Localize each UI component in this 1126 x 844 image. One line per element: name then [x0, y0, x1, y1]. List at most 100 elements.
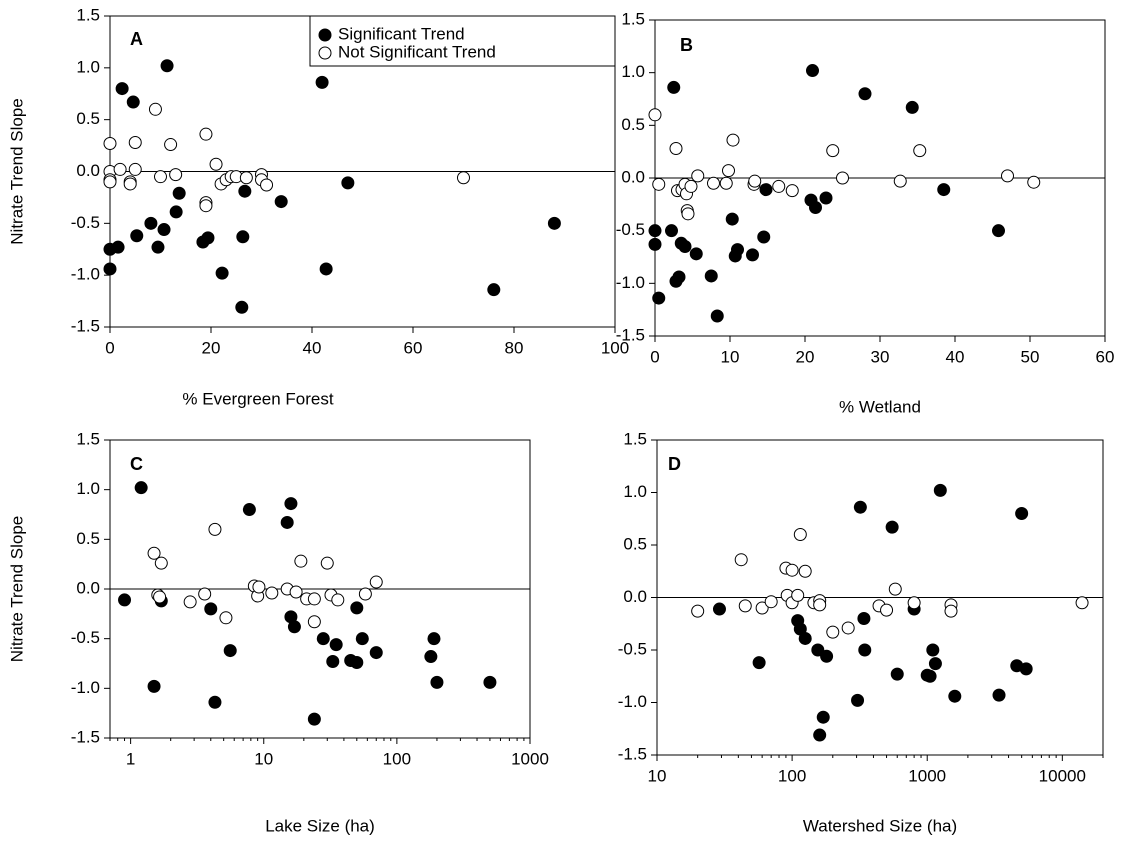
panel: -1.5 -1.0 -0.5 0.0 0.5 1.0 1.5 0 20 40 60 80 100 A % E… — [7, 5, 629, 408]
point — [134, 481, 148, 495]
point — [242, 503, 256, 517]
point — [913, 144, 927, 158]
point — [204, 602, 218, 616]
point — [816, 710, 830, 724]
x-tick-label: 80 — [505, 338, 524, 357]
x-tick-label: 10 — [254, 749, 273, 768]
x-tick-label: 10 — [721, 347, 740, 366]
point — [772, 179, 786, 193]
point — [820, 649, 834, 663]
point — [236, 230, 250, 244]
y-tick-label: -1.5 — [616, 325, 645, 344]
x-tick-label: 10000 — [1039, 766, 1086, 785]
y-tick-label: -1.5 — [71, 727, 100, 746]
point — [791, 588, 805, 602]
legend-marker — [318, 28, 332, 42]
point — [667, 80, 681, 94]
y-tick-label: -0.5 — [71, 628, 100, 647]
point — [424, 650, 438, 664]
point — [320, 556, 334, 570]
point — [369, 646, 383, 660]
point — [858, 87, 872, 101]
point — [734, 553, 748, 567]
point — [154, 170, 167, 184]
point — [759, 183, 773, 197]
legend-marker — [318, 46, 332, 60]
point — [147, 546, 161, 560]
point — [315, 75, 329, 89]
point — [118, 593, 132, 607]
point — [153, 590, 167, 604]
point — [746, 248, 759, 262]
point — [858, 643, 872, 657]
point — [648, 108, 662, 122]
point — [341, 176, 355, 190]
point — [307, 712, 321, 726]
point — [235, 300, 249, 314]
panel: -1.5 -1.0 -0.5 0.0 0.5 1.0 1.5 0 10 20 30 40 50 60 B % … — [616, 9, 1115, 416]
point — [841, 621, 855, 635]
point — [923, 669, 937, 683]
point — [331, 593, 345, 607]
point — [307, 615, 321, 629]
point — [726, 133, 740, 147]
point — [811, 643, 825, 657]
point — [678, 239, 692, 253]
point — [672, 270, 686, 284]
y-tick-label: 1.0 — [76, 479, 100, 498]
point — [907, 596, 921, 610]
point — [547, 216, 561, 230]
y-axis-label: Nitrate Trend Slope — [7, 98, 26, 244]
point — [198, 587, 212, 601]
y-tick-label: 0.0 — [76, 578, 100, 597]
legend-label: Not Significant Trend — [338, 42, 496, 61]
point — [483, 675, 497, 689]
y-tick-label: -1.0 — [71, 678, 100, 697]
x-tick-label: 10 — [648, 766, 667, 785]
point — [669, 142, 683, 156]
panel: -1.5 -1.0 -0.5 0.0 0.5 1.0 1.5 10 100 1000 10000 D W… — [618, 429, 1104, 835]
point — [199, 199, 213, 213]
point — [287, 620, 301, 634]
point — [885, 520, 899, 534]
y-tick-label: -1.0 — [616, 273, 645, 292]
point — [164, 138, 178, 152]
point — [355, 632, 369, 646]
point — [265, 586, 279, 600]
point — [836, 171, 849, 185]
point — [307, 592, 321, 606]
point — [793, 528, 807, 541]
point — [1019, 662, 1033, 676]
point — [764, 595, 778, 609]
point — [358, 587, 372, 601]
point — [757, 230, 771, 244]
x-tick-label: 60 — [404, 338, 423, 357]
panel-label: B — [680, 35, 693, 55]
legend-box — [309, 15, 616, 67]
point — [274, 195, 288, 209]
point — [326, 655, 340, 669]
point — [785, 184, 799, 198]
point — [369, 575, 383, 589]
point — [215, 266, 229, 280]
y-tick-label: -0.5 — [71, 213, 100, 232]
point — [719, 176, 733, 190]
point — [681, 207, 695, 221]
point — [928, 657, 942, 671]
point — [806, 64, 819, 78]
y-tick-label: 1.0 — [623, 482, 647, 501]
point — [115, 82, 129, 96]
y-tick-label: 0.0 — [76, 161, 100, 180]
point — [183, 595, 197, 609]
point — [1075, 596, 1089, 610]
x-tick-label: 60 — [1096, 347, 1115, 366]
point — [144, 216, 158, 230]
point — [652, 177, 666, 191]
x-axis-label: % Wetland — [839, 397, 921, 416]
point — [329, 638, 343, 652]
point — [851, 693, 865, 707]
point — [430, 675, 444, 689]
point — [157, 223, 171, 237]
point — [103, 175, 117, 189]
panel-label: D — [668, 454, 681, 474]
